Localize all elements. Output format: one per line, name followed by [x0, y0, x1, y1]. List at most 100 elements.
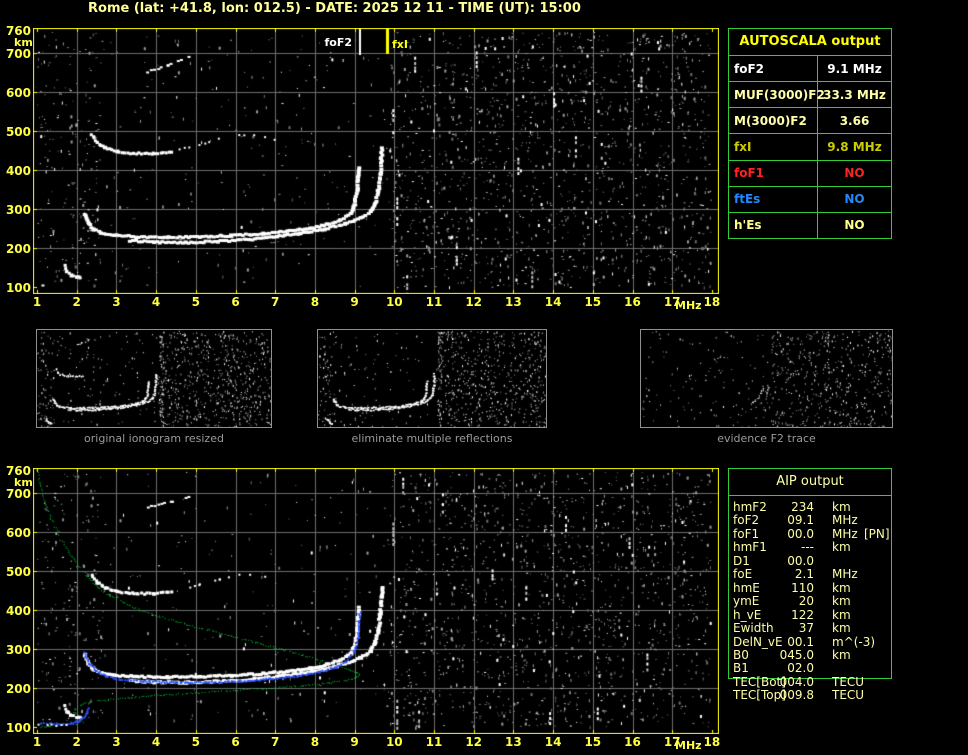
autoscala-param-label: M(3000)F2 — [729, 108, 818, 134]
autoscala-param-value: 9.1 MHz — [827, 61, 882, 76]
aip-param-unit: m^(-3) — [832, 634, 876, 649]
x-tick-label: 18 — [703, 735, 721, 749]
x-tick-label: 11 — [425, 735, 443, 749]
x-tick-label: 7 — [271, 735, 280, 749]
aip-param-value: 122 — [791, 607, 814, 622]
aip-row-foE: foE 2.1 MHz — [728, 568, 898, 581]
thumbnail-original-ionogram — [36, 329, 272, 428]
aip-param-label: hmF2 — [733, 500, 767, 514]
aip-param-extra: [PN] — [864, 526, 890, 541]
x-tick-label: 18 — [703, 295, 721, 309]
autoscala-param-value: 3.66 — [839, 113, 870, 128]
aip-row-hmE: hmE 110 km — [728, 580, 898, 595]
aip-row-Ewidth: Ewidth 37 km — [728, 622, 898, 635]
aip-param-unit: km — [832, 540, 851, 555]
aip-param-value: 234 — [791, 500, 814, 514]
autoscala-param-value: 9.8 MHz — [827, 139, 882, 154]
aip-param-value: 045.0 — [779, 647, 814, 662]
y-tick-label: 300 — [5, 203, 31, 218]
x-tick-label: 1 — [32, 295, 42, 309]
x-tick-label: 17 — [663, 295, 681, 309]
aip-param-label: Ewidth — [733, 621, 774, 636]
y-tick-label: 400 — [5, 604, 31, 619]
aip-param-value: --- — [801, 540, 814, 555]
x-tick-label: 17 — [663, 735, 681, 749]
aip-param-label: D1 — [733, 553, 750, 568]
aip-row-B1: B1 02.0 — [728, 662, 898, 675]
autoscala-param-label: foF1 — [729, 160, 818, 186]
aip-row-hmF2: hmF2 234 km — [728, 501, 898, 514]
x-tick-label: 14 — [544, 735, 562, 749]
y-tick-label: 200 — [5, 242, 31, 257]
x-tick-label: 12 — [465, 295, 483, 309]
aip-param-label: h_vE — [733, 607, 762, 622]
aip-param-value: 009.8 — [779, 688, 814, 703]
autoscala-param-label: MUF(3000)F2 — [729, 82, 825, 108]
x-tick-label: 2 — [72, 295, 81, 309]
aip-param-unit: MHz — [832, 526, 858, 541]
aip-param-unit: km — [832, 647, 851, 662]
thumbnail-canvas-original — [37, 330, 271, 427]
thumbnail-canvas-evidence — [641, 330, 892, 427]
y-tick-label: 500 — [5, 125, 31, 140]
thumbnail-eliminate-reflections — [317, 329, 547, 428]
aip-param-label: TEC[Top] — [733, 688, 786, 703]
x-tick-label: 5 — [191, 295, 200, 309]
x-tick-label: 2 — [72, 735, 81, 749]
y-axis-unit-label: km — [14, 476, 33, 489]
autoscala-param-label: foF2 — [729, 56, 818, 82]
y-axis-unit-label: km — [14, 36, 33, 49]
x-tick-label: 10 — [385, 295, 403, 309]
y-tick-label: 200 — [5, 682, 31, 697]
x-tick-label: 8 — [310, 295, 320, 309]
aip-param-label: B0 — [733, 647, 749, 662]
x-tick-label: 6 — [231, 295, 240, 309]
aip-table-header: AIP output — [729, 469, 891, 496]
y-tick-label: 760 — [5, 464, 31, 478]
autoscala-output-table: AUTOSCALA output foF2 9.1 MHz MUF(3000)F2 3… — [728, 28, 892, 239]
autoscala-row-fxI: fxI 9.8 MHz — [729, 134, 891, 161]
y-tick-label: 100 — [5, 721, 31, 735]
x-tick-label: 15 — [584, 295, 602, 309]
autoscala-table-header: AUTOSCALA output — [729, 29, 891, 56]
aip-param-value: 00.0 — [787, 553, 814, 568]
x-tick-label: 6 — [231, 735, 240, 749]
x-tick-label: 16 — [624, 735, 641, 749]
aip-param-label: B1 — [733, 661, 749, 676]
autoscala-row-MUF(3000)F2: MUF(3000)F2 33.3 MHz — [729, 82, 891, 109]
x-tick-label: 1 — [32, 735, 42, 749]
aip-param-value: 20 — [798, 594, 814, 609]
aip-param-value: 02.0 — [787, 661, 814, 676]
aip-param-unit: km — [832, 621, 851, 636]
page-title: Rome (lat: +41.8, lon: 012.5) - DATE: 20… — [88, 1, 581, 16]
aip-param-label: TEC[Bot] — [733, 674, 786, 689]
autoscala-param-value: NO — [844, 218, 865, 233]
aip-row-TEC[Top]: TEC[Top] 009.8 TECU — [728, 689, 898, 702]
aip-param-unit: TECU — [832, 688, 865, 703]
autoscala-row-foF2: foF2 9.1 MHz — [729, 56, 891, 83]
aip-param-value: 00.1 — [787, 634, 814, 649]
x-tick-label: 3 — [112, 735, 121, 749]
aip-param-unit: km — [832, 594, 851, 609]
aip-param-unit: km — [832, 607, 851, 622]
thumbnail-caption-eliminate: eliminate multiple reflections — [351, 432, 513, 445]
aip-param-label: DelN_vE — [733, 634, 783, 649]
ionogram-canvas-bottom — [33, 468, 719, 734]
marker-label-foF2: foF2 — [324, 36, 352, 49]
y-tick-label: 100 — [5, 281, 31, 295]
autoscala-param-value: NO — [844, 166, 865, 181]
aip-row-DelN_vE: DelN_vE 00.1 m^(-3) — [728, 634, 898, 649]
aip-param-label: hmF1 — [733, 540, 767, 555]
autoscala-param-label: fxI — [729, 134, 818, 160]
x-tick-label: 10 — [385, 735, 403, 749]
aip-param-unit: km — [832, 580, 851, 595]
aip-param-label: foF2 — [733, 513, 760, 528]
aip-param-value: 2.1 — [794, 567, 814, 582]
x-tick-label: 8 — [310, 735, 320, 749]
y-tick-label: 760 — [5, 24, 31, 38]
aip-param-label: foE — [733, 567, 753, 582]
autoscala-row-h'Es: h'Es NO — [729, 212, 891, 238]
x-tick-label: 16 — [624, 295, 641, 309]
aip-row-hmF1: hmF1 --- km — [728, 541, 898, 554]
aip-row-foF1: foF1 00.0 MHz [PN] — [728, 526, 898, 541]
